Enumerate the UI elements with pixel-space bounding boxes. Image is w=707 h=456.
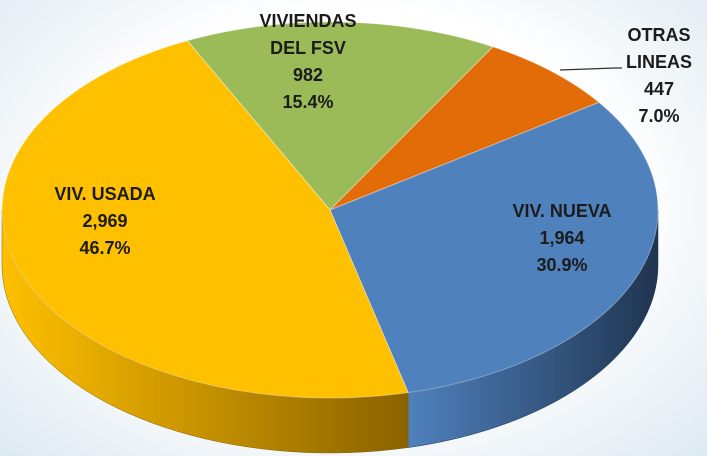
slice: [1, 40, 409, 399]
slice-label: OTRAS LINEAS 447 7.0%: [617, 22, 701, 130]
value-label: 2,969: [82, 211, 128, 231]
category-name: VIVIENDAS DEL FSV: [259, 11, 357, 58]
slice-label: VIVIENDAS DEL FSV 982 15.4%: [252, 8, 364, 116]
percent-label: 7.0%: [638, 106, 680, 126]
value-label: 447: [643, 79, 675, 99]
leader-line: [559, 67, 622, 71]
slice-label: VIV. NUEVA 1,964 30.9%: [462, 198, 662, 279]
slice-label: VIV. USADA 2,969 46.7%: [5, 181, 205, 262]
percent-label: 46.7%: [79, 238, 131, 258]
value-label: 1,964: [539, 228, 585, 248]
slice: [329, 46, 600, 211]
category-name: OTRAS LINEAS: [625, 25, 692, 72]
value-label: 982: [292, 65, 324, 85]
category-name: VIV. NUEVA: [512, 201, 612, 221]
category-name: VIV. USADA: [54, 184, 156, 204]
slice: [186, 21, 494, 211]
percent-label: 15.4%: [282, 92, 334, 112]
percent-label: 30.9%: [536, 255, 588, 275]
slice: [329, 101, 659, 394]
